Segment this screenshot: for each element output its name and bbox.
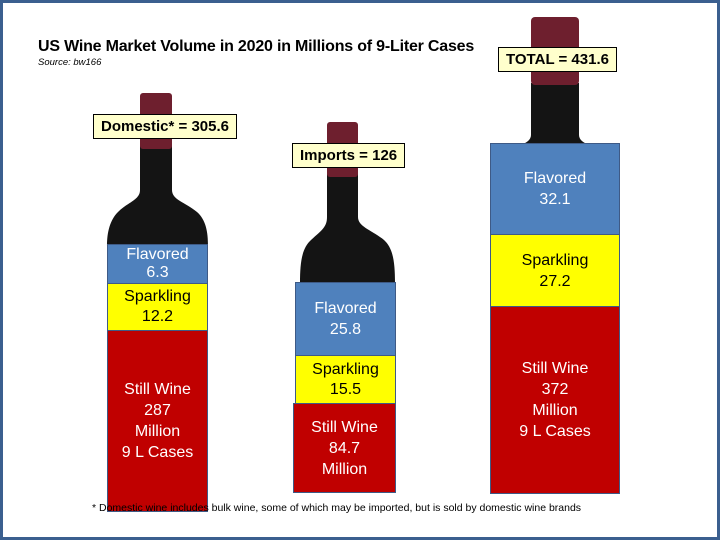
segment-value: 27.2	[539, 272, 571, 290]
segment-unit: Million	[532, 402, 578, 419]
total-flavored-segment: Flavored 32.1	[490, 143, 620, 235]
segment-label: Flavored	[523, 170, 587, 187]
segment-value: 372	[541, 381, 569, 398]
total-sparkling-segment: Sparkling 27.2	[490, 234, 620, 307]
imports-total-label: Imports = 126	[292, 143, 406, 168]
segment-label: Sparkling	[124, 288, 191, 305]
imports-flavored-segment: Flavored 25.8	[295, 282, 396, 356]
segment-unit: Million	[134, 423, 181, 440]
footnote: * Domestic wine includes bulk wine, some…	[92, 502, 582, 514]
total-still-segment: Still Wine 372 Million 9 L Cases	[490, 306, 620, 494]
segment-label: Sparkling	[521, 251, 589, 269]
chart-source: Source: bw166	[38, 57, 102, 68]
segment-value: 15.5	[329, 380, 362, 398]
domestic-flavored-segment: Flavored 6.3	[107, 244, 208, 284]
bottle-total-icon	[521, 17, 589, 145]
segment-unit: 9 L Cases	[519, 423, 591, 440]
segment-value: 6.3	[146, 264, 169, 281]
segment-value: 32.1	[539, 191, 571, 208]
segment-value: 12.2	[141, 308, 174, 325]
segment-value: 25.8	[329, 321, 362, 338]
segment-label: Still Wine	[521, 360, 589, 377]
segment-value: 84.7	[328, 439, 361, 457]
segment-unit: 9 L Cases	[121, 444, 194, 461]
segment-label: Still Wine	[311, 418, 378, 436]
domestic-sparkling-segment: Sparkling 12.2	[107, 283, 208, 331]
segment-label: Sparkling	[312, 360, 379, 378]
imports-sparkling-segment: Sparkling 15.5	[295, 355, 396, 404]
chart-title: US Wine Market Volume in 2020 in Million…	[38, 38, 475, 55]
segment-label: Flavored	[314, 300, 377, 317]
grand-total-label: TOTAL = 431.6	[498, 47, 617, 72]
domestic-total-label: Domestic* = 305.6	[93, 114, 237, 139]
segment-label: Still Wine	[124, 381, 191, 398]
segment-unit: Million	[321, 460, 368, 478]
segment-value: 287	[144, 402, 171, 419]
imports-still-segment: Still Wine 84.7 Million	[293, 403, 396, 493]
domestic-still-segment: Still Wine 287 Million 9 L Cases	[107, 330, 208, 512]
segment-label: Flavored	[126, 246, 189, 263]
